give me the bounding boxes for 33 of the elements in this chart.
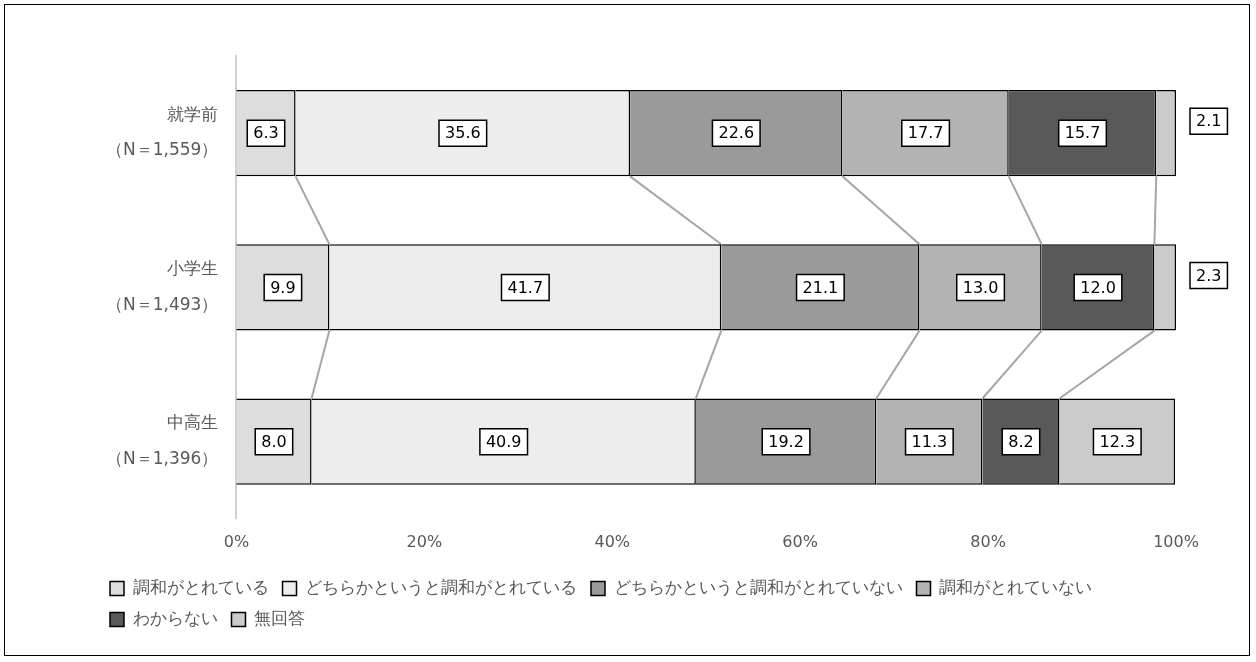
y-tick-label: 小学生（N＝1,493） — [105, 257, 219, 314]
legend-label: 調和がとれていない — [939, 576, 1092, 597]
x-tick-label: 20% — [406, 531, 443, 551]
legend-label: 無回答 — [254, 607, 305, 628]
data-label: 19.2 — [768, 431, 804, 451]
data-label: 15.7 — [1064, 123, 1101, 143]
legend-label: どちらかというと調和がとれている — [305, 576, 577, 597]
x-tick-label: 100% — [1153, 531, 1199, 551]
data-label: 2.1 — [1196, 111, 1222, 131]
data-label: 6.3 — [253, 123, 279, 143]
data-label: 17.7 — [907, 123, 944, 143]
data-label: 41.7 — [507, 277, 544, 297]
data-label: 22.6 — [718, 123, 755, 143]
y-tick-label: 就学前（N＝1,559） — [105, 103, 219, 160]
data-label: 12.0 — [1080, 277, 1116, 297]
y-tick-label: 中高生（N＝1,396） — [105, 412, 219, 468]
data-label: 8.0 — [261, 431, 287, 451]
data-label: 40.9 — [485, 431, 522, 451]
data-label: 9.9 — [270, 277, 296, 297]
data-label: 2.3 — [1196, 265, 1222, 285]
legend-label: 調和がとれている — [132, 576, 269, 597]
data-label: 35.6 — [445, 123, 481, 143]
data-label: 13.0 — [962, 277, 999, 297]
x-tick-label: 0% — [223, 531, 250, 551]
legend-label: わからない — [132, 607, 218, 628]
data-label: 8.2 — [1008, 431, 1034, 451]
x-tick-label: 40% — [594, 531, 631, 551]
x-tick-label: 80% — [970, 531, 1006, 551]
data-label: 12.3 — [1099, 431, 1136, 451]
legend-label: どちらかというと調和がとれていない — [613, 576, 903, 597]
data-label: 11.3 — [911, 431, 948, 451]
x-tick-label: 60% — [782, 531, 818, 551]
data-label: 21.1 — [802, 277, 839, 297]
